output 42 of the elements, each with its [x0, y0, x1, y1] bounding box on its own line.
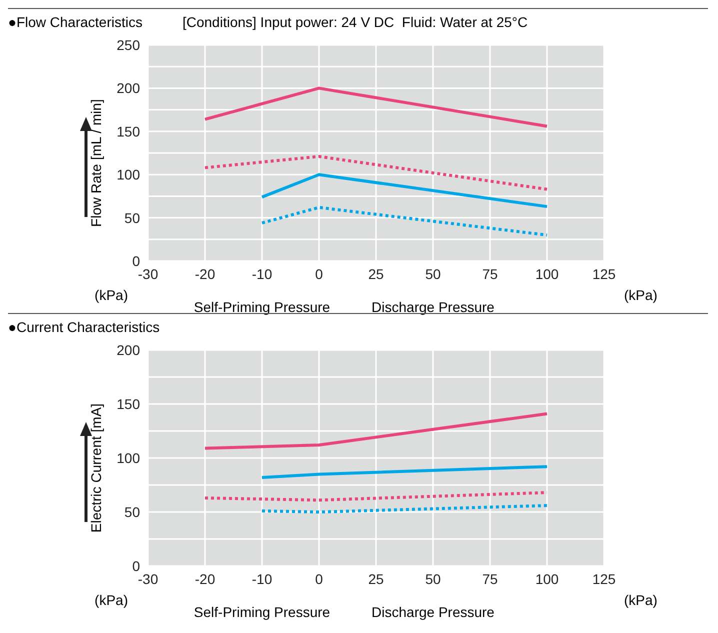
y-tick-label: 150 [116, 396, 140, 412]
y-axis-title: Electric Current [mA] [88, 402, 104, 535]
x-tick-label: 75 [482, 266, 498, 282]
text: (kPa) [624, 287, 658, 303]
text: (kPa) [94, 287, 128, 303]
y-tick-label: 150 [116, 123, 140, 140]
x-tick-label: -20 [194, 266, 216, 282]
text: Self-Priming Pressure [192, 299, 332, 315]
x-tick-label: 50 [425, 570, 441, 587]
x-tick-label: 100 [535, 570, 559, 587]
x-tick-label: 0 [315, 266, 324, 282]
chart-subtitle: [Conditions] Input power: 24 V DC Fluid: Water at 25°C [182, 14, 528, 30]
x-tick-label: 25 [368, 570, 384, 587]
y-tick-label: 250 [116, 36, 140, 53]
x-tick-label: -30 [138, 570, 158, 587]
chart-title: ●Flow Characteristics [8, 14, 142, 30]
chart-title: ●Current Characteristics [8, 319, 160, 335]
x-tick-label: 125 [592, 266, 616, 282]
y-tick-label: 0 [132, 252, 140, 269]
x-tick-label: 0 [315, 570, 324, 587]
text: Self-Priming Pressure [192, 604, 332, 620]
text: Discharge Pressure [370, 604, 496, 620]
x-tick-label: -10 [252, 266, 272, 282]
x-tick-label: -20 [194, 570, 216, 587]
y-tick-label: 200 [116, 342, 140, 358]
text: (kPa) [624, 592, 658, 608]
x-tick-label: 25 [368, 266, 384, 282]
text: (kPa) [94, 592, 128, 608]
y-tick-label: 50 [124, 504, 140, 520]
x-tick-label: -10 [252, 570, 272, 587]
y-axis-title: Flow Rate [mL / min] [88, 98, 104, 229]
y-tick-label: 100 [116, 450, 140, 466]
y-tick-label: 200 [116, 80, 140, 96]
x-tick-label: 75 [482, 570, 498, 587]
x-tick-label: -30 [138, 266, 158, 282]
x-tick-label: 125 [592, 570, 616, 587]
x-tick-label: 100 [535, 266, 559, 282]
y-tick-label: 100 [116, 166, 140, 183]
y-tick-label: 0 [132, 558, 140, 574]
y-tick-label: 50 [124, 210, 140, 226]
x-tick-label: 50 [425, 266, 441, 282]
text: Discharge Pressure [370, 299, 496, 315]
